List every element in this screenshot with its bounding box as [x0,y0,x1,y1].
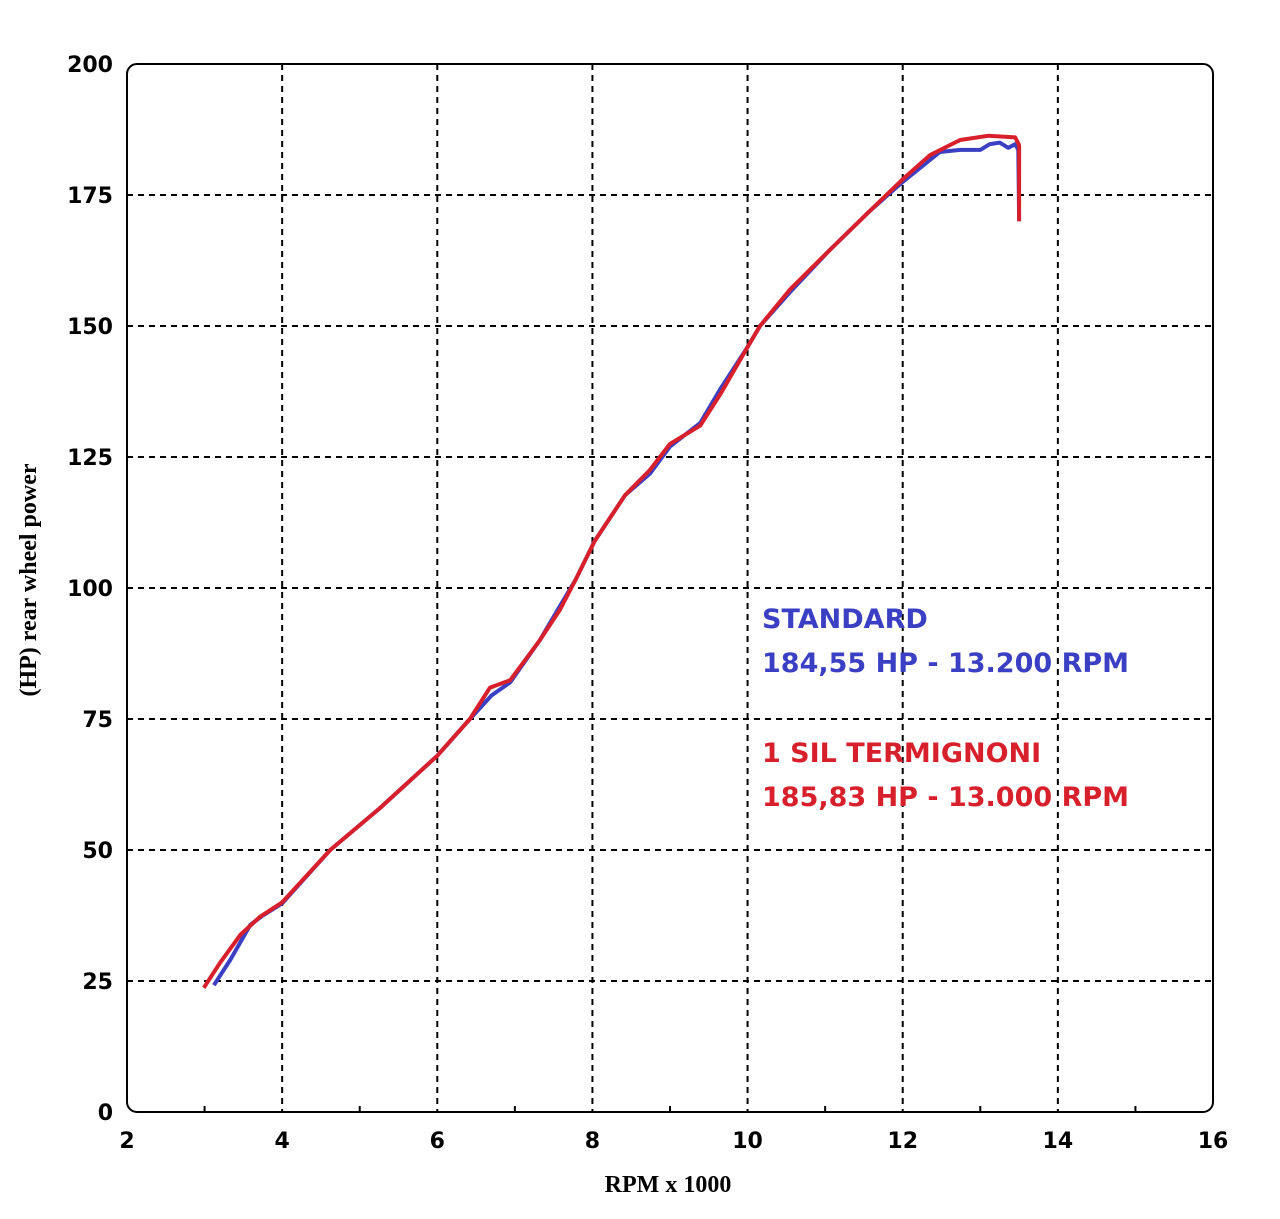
plot-frame [126,63,1214,1113]
x-tick-label: 12 [887,1129,918,1154]
legend-termignoni-peak: 185,83 HP - 13.000 RPM [762,782,1129,813]
series-line-termignoni [202,133,1022,989]
series-lines [202,133,1022,989]
x-tick-label: 16 [1198,1129,1229,1154]
y-tick-labels: 0 25 50 75 100 125 150 175 200 [67,53,113,1126]
y-tick-label: 75 [82,708,113,733]
y-tick-label: 200 [67,53,113,78]
y-tick-label: 150 [67,315,113,340]
grid [127,64,1213,1112]
x-axis-label: RPM x 1000 [605,1172,732,1198]
x-tick-label: 4 [274,1129,289,1154]
y-tick-label: 0 [98,1101,113,1126]
y-tick-label: 50 [82,839,113,864]
legend-standard-peak: 184,55 HP - 13.200 RPM [762,648,1129,679]
series-line-standard [212,140,1022,987]
x-tick-labels: 2 4 6 8 10 12 14 16 [119,1129,1228,1154]
y-tick-label: 100 [67,577,113,602]
y-tick-label: 175 [67,184,113,209]
legend-standard-name: STANDARD [762,604,928,635]
y-tick-label: 125 [67,446,113,471]
legend-termignoni-name: 1 SIL TERMIGNONI [762,738,1041,769]
x-tick-label: 14 [1043,1129,1074,1154]
x-tick-label: 8 [585,1129,600,1154]
x-tick-label: 6 [430,1129,445,1154]
x-tick-label: 2 [119,1129,134,1154]
x-tick-label: 10 [732,1129,763,1154]
y-axis-label: (HP) rear wheel power [16,463,42,696]
y-tick-label: 25 [82,970,113,995]
